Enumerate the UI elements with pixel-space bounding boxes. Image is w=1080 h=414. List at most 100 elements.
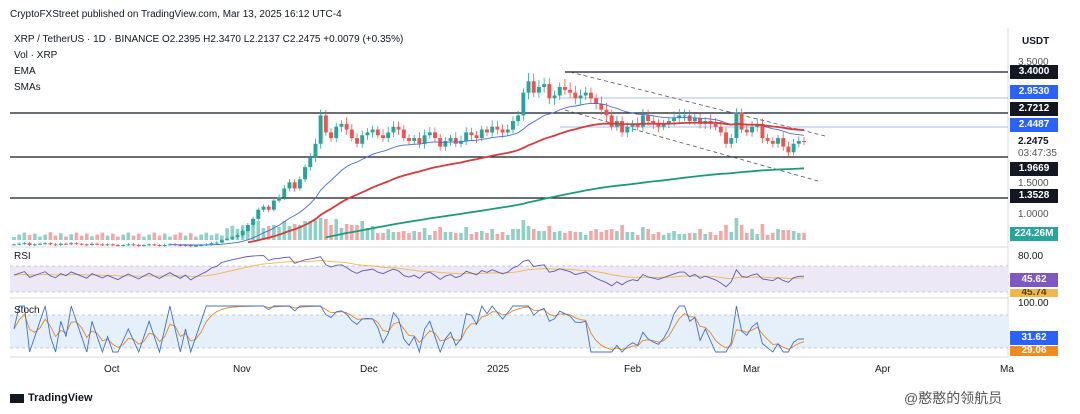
candle-body bbox=[303, 167, 308, 180]
volume-bar bbox=[100, 232, 105, 240]
candle-body bbox=[136, 244, 141, 246]
volume-bar bbox=[770, 233, 775, 240]
volume-bar bbox=[329, 225, 333, 240]
volume-bar bbox=[755, 234, 760, 240]
candle-body bbox=[17, 243, 22, 245]
candle-body bbox=[27, 243, 32, 245]
rsi-label[interactable]: RSI bbox=[14, 251, 31, 262]
volume-bar bbox=[739, 225, 744, 240]
candle-body bbox=[682, 115, 687, 117]
currency-label[interactable]: USDT bbox=[1022, 36, 1050, 47]
candle-body bbox=[256, 209, 261, 219]
volume-bar bbox=[204, 232, 209, 240]
volume-bar bbox=[552, 232, 557, 240]
volume-bar bbox=[516, 229, 520, 240]
candle-body bbox=[469, 132, 474, 136]
candle-body bbox=[105, 244, 110, 246]
candle-body bbox=[557, 86, 562, 96]
candle-body bbox=[516, 115, 521, 122]
x-tick-dec: Dec bbox=[360, 364, 378, 375]
volume-bar bbox=[292, 224, 297, 240]
volume-bar bbox=[635, 235, 640, 240]
candle-body bbox=[360, 135, 365, 144]
volume-bar bbox=[391, 232, 396, 240]
volume-bar bbox=[474, 232, 479, 240]
price-tag-2448: 2.4487 bbox=[1010, 118, 1058, 132]
volume-bar bbox=[27, 234, 32, 240]
volume-bar bbox=[58, 233, 63, 240]
volume-bar bbox=[412, 231, 417, 240]
volume-bar bbox=[443, 232, 448, 240]
stoch-label[interactable]: Stoch bbox=[14, 305, 40, 316]
volume-bar bbox=[796, 233, 801, 240]
candle-body bbox=[490, 126, 495, 133]
candle-body bbox=[562, 86, 567, 90]
candle-body bbox=[625, 126, 630, 133]
candle-body bbox=[121, 244, 126, 246]
candle-body bbox=[297, 179, 302, 189]
candle-body bbox=[199, 244, 204, 246]
volume-bar bbox=[277, 227, 281, 240]
volume-bar bbox=[448, 232, 453, 240]
candle-body bbox=[713, 123, 718, 127]
candle-body bbox=[786, 146, 791, 153]
volume-bar bbox=[178, 232, 183, 240]
volume-bar bbox=[693, 233, 697, 240]
candle-body bbox=[339, 123, 344, 127]
volume-bar bbox=[495, 234, 500, 240]
tradingview-logo[interactable]: TradingView bbox=[10, 392, 93, 404]
candle-body bbox=[433, 132, 437, 139]
symbol-ohlc-line[interactable]: XRP / TetherUS · 1D · BINANCE O2.2395 H2… bbox=[14, 34, 404, 45]
volume-bar bbox=[734, 218, 739, 240]
volume-bar bbox=[729, 232, 734, 240]
volume-bar bbox=[256, 221, 261, 240]
candle-body bbox=[308, 158, 313, 168]
volume-bar bbox=[568, 231, 572, 240]
x-tick-ma: Ma bbox=[1000, 364, 1014, 375]
candle-body bbox=[162, 244, 167, 246]
price-tag-1966: 1.9669 bbox=[1010, 162, 1058, 176]
watermark-text: @憨憨的领航员 bbox=[904, 390, 1003, 406]
ema-indicator-label[interactable]: EMA bbox=[14, 66, 36, 77]
stoch-level-100: 100.00 bbox=[1018, 298, 1049, 309]
candle-body bbox=[344, 123, 349, 130]
smas-indicator-label[interactable]: SMAs bbox=[14, 82, 41, 93]
candle-body bbox=[573, 92, 578, 99]
candle-body bbox=[588, 92, 593, 99]
candle-body bbox=[235, 235, 240, 238]
candle-body bbox=[791, 143, 796, 153]
volume-bar bbox=[500, 232, 505, 240]
candle-body bbox=[126, 244, 131, 246]
volume-bar bbox=[802, 232, 806, 240]
candle-body bbox=[69, 243, 74, 245]
candle-body bbox=[152, 244, 157, 246]
volume-bar bbox=[526, 226, 531, 240]
volume-bar bbox=[698, 229, 702, 240]
candle-body bbox=[318, 115, 323, 144]
candle-body bbox=[193, 245, 198, 247]
candle-body bbox=[521, 92, 526, 116]
published-line: CryptoFXStreet published on TradingView.… bbox=[10, 9, 342, 20]
volume-bar bbox=[266, 226, 271, 240]
candle-body bbox=[599, 103, 604, 110]
candle-body bbox=[510, 121, 515, 130]
rsi-line bbox=[13, 255, 804, 288]
candle-body bbox=[547, 84, 552, 99]
candle-body bbox=[43, 243, 48, 245]
candle-body bbox=[131, 244, 136, 246]
candle-body bbox=[744, 129, 749, 133]
volume-bar bbox=[381, 233, 385, 240]
volume-indicator-label[interactable]: Vol · XRP bbox=[14, 50, 58, 61]
volume-bar bbox=[427, 235, 432, 240]
volume-bar bbox=[79, 235, 84, 240]
volume-bar bbox=[355, 225, 359, 240]
rsi-level-80: 80.00 bbox=[1018, 251, 1044, 262]
volume-bar bbox=[43, 234, 48, 240]
volume-bar bbox=[417, 232, 422, 240]
x-tick-2025: 2025 bbox=[487, 364, 510, 375]
candle-body bbox=[355, 138, 360, 144]
candle-body bbox=[661, 123, 666, 127]
candle-body bbox=[422, 135, 427, 144]
candle-body bbox=[412, 138, 417, 141]
